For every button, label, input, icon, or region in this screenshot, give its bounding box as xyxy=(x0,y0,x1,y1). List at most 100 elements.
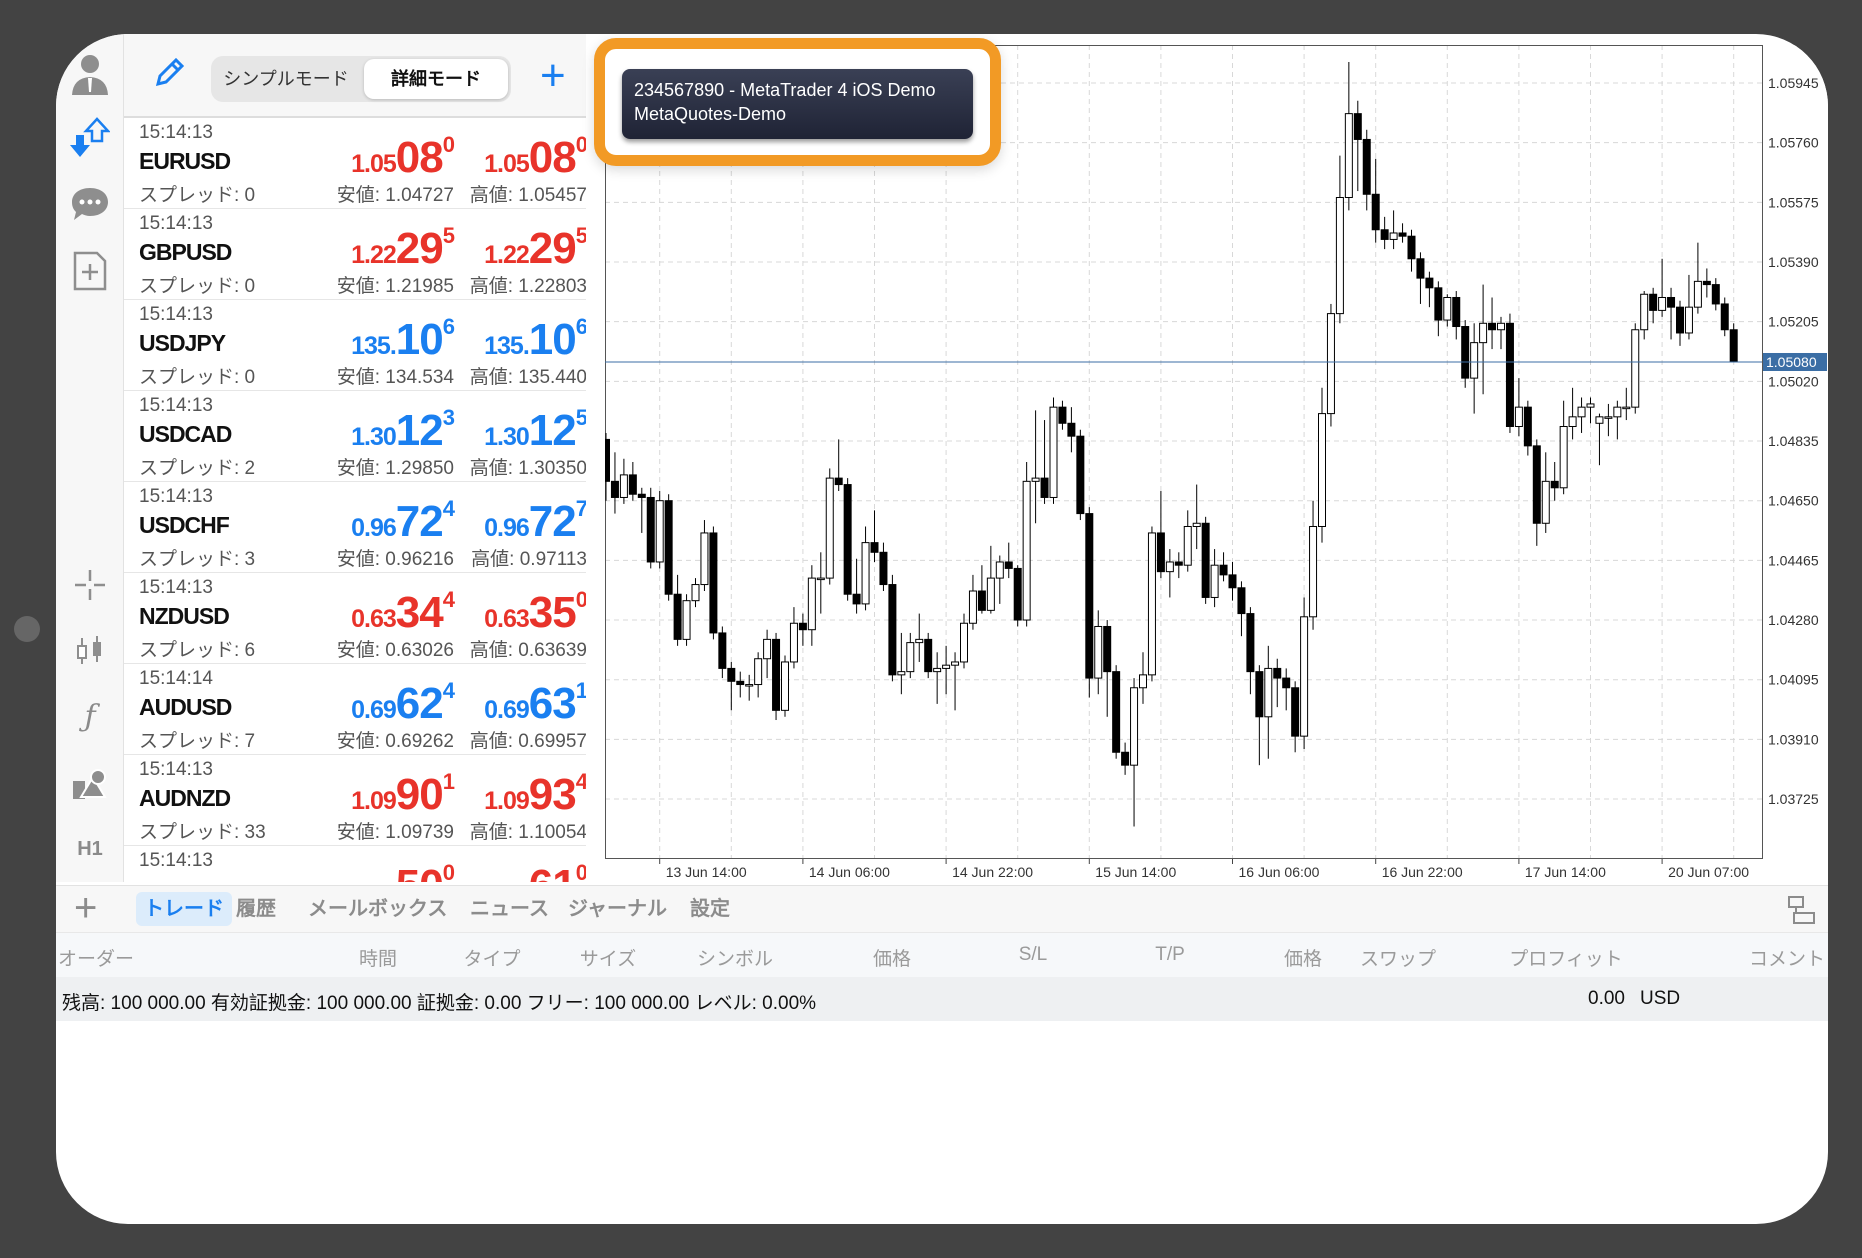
add-symbol-button[interactable]: + xyxy=(540,51,566,100)
ask-price-prefix: 0.69 xyxy=(484,696,530,724)
candle-bear xyxy=(664,500,673,595)
quote-time: 15:14:13 xyxy=(139,304,213,325)
quote-spread: スプレッド: 0 xyxy=(139,367,256,388)
candle-bull xyxy=(1613,406,1622,418)
ask-price[interactable]: 0.63350 xyxy=(484,587,586,638)
price-chart[interactable]: 1.05945 1.05760 1.05575 1.05390 1.05205 1.050… xyxy=(602,45,1828,882)
quote-low: 安値: 1.09739 xyxy=(336,822,454,843)
bid-price[interactable]: 1.30123 xyxy=(351,405,455,456)
tab-5[interactable]: 設定 xyxy=(690,898,730,920)
new-document-icon[interactable] xyxy=(68,249,112,293)
ask-price[interactable]: 135.106 xyxy=(484,314,586,365)
candle-bear xyxy=(1201,522,1210,598)
bid-price[interactable]: 1.22295 xyxy=(351,223,455,274)
x-tick-label: 15 Jun 14:00 xyxy=(1095,864,1176,880)
candle-bull xyxy=(789,622,798,663)
bid-price-prefix: 0.96 xyxy=(351,514,397,542)
column-header[interactable]: 時間 xyxy=(358,949,398,970)
bid-price[interactable]: 0.96724 xyxy=(351,496,455,547)
candle-bear xyxy=(1067,422,1076,437)
column-header[interactable]: オーダー xyxy=(58,949,135,970)
candle-bear xyxy=(727,667,736,682)
chat-icon[interactable] xyxy=(68,182,112,226)
trade-arrows-icon[interactable] xyxy=(68,117,112,161)
candle-bear xyxy=(977,590,986,611)
column-header[interactable]: T/P xyxy=(1155,944,1185,965)
quote-row[interactable]: 15:14:13 EURUSD スプレッド: 0 1.05080 1.05080… xyxy=(124,118,586,209)
quote-spread: スプレッド: 7 xyxy=(139,731,256,752)
column-header[interactable]: S/L xyxy=(1018,944,1048,965)
y-tick-label: 1.04650 xyxy=(1768,493,1819,509)
quote-row[interactable]: 15:14:13 500 610 xyxy=(124,846,586,882)
candle-bear xyxy=(1532,445,1541,524)
candle-bear xyxy=(1667,296,1676,308)
candle-bear xyxy=(879,551,888,586)
ask-price-prefix: 1.30 xyxy=(484,423,530,451)
home-button[interactable] xyxy=(14,616,40,642)
bid-price[interactable]: 0.63344 xyxy=(351,587,455,638)
candle-bull xyxy=(1604,416,1613,419)
ask-price[interactable]: 1.30125 xyxy=(484,405,586,456)
edit-pencil-icon[interactable] xyxy=(152,56,186,95)
quote-row[interactable]: 15:14:13 NZDUSD スプレッド: 6 0.63344 0.63350… xyxy=(124,573,586,664)
candle-bear xyxy=(1371,193,1380,231)
tab-0[interactable]: トレード xyxy=(136,892,232,926)
quote-row[interactable]: 15:14:13 AUDNZD スプレッド: 33 1.09901 1.0993… xyxy=(124,755,586,846)
candle-bull xyxy=(1622,406,1631,410)
detail-mode-tab[interactable]: 詳細モード xyxy=(364,59,508,99)
bid-price[interactable]: 1.05080 xyxy=(351,132,455,183)
bid-price-fraction: 4 xyxy=(442,587,455,612)
bid-price[interactable]: 0.69624 xyxy=(351,678,455,729)
ask-price[interactable]: 1.05080 xyxy=(484,132,586,183)
quote-row[interactable]: 15:14:13 USDCAD スプレッド: 2 1.30123 1.30125… xyxy=(124,391,586,482)
tab-3[interactable]: ニュース xyxy=(470,898,549,920)
column-header[interactable]: タイプ xyxy=(463,949,521,970)
ask-price[interactable]: 1.22295 xyxy=(484,223,586,274)
column-header[interactable]: コメント xyxy=(1748,949,1826,970)
column-header[interactable]: スワップ xyxy=(1359,949,1437,970)
column-header[interactable]: プロフィット xyxy=(1509,949,1623,970)
ask-price[interactable]: 1.09934 xyxy=(484,769,586,820)
candle-bear xyxy=(610,480,619,498)
tab-2[interactable]: メールボックス xyxy=(308,898,448,920)
quote-row[interactable]: 15:14:14 AUDUSD スプレッド: 7 0.69624 0.69631… xyxy=(124,664,586,755)
quote-symbol: AUDUSD xyxy=(139,694,232,720)
ask-price[interactable]: 0.96727 xyxy=(484,496,586,547)
person-icon[interactable] xyxy=(68,52,112,96)
column-header[interactable]: シンボル xyxy=(696,949,774,970)
quote-high: 高値: 1.22803 xyxy=(469,276,586,297)
column-header[interactable]: サイズ xyxy=(579,949,637,970)
ask-price[interactable]: 0.69631 xyxy=(484,678,586,729)
column-header[interactable]: 価格 xyxy=(872,949,912,970)
y-tick-label: 1.04835 xyxy=(1768,433,1819,449)
crosshair-icon[interactable] xyxy=(68,563,112,607)
candle-bull xyxy=(1514,406,1523,428)
candle-bear xyxy=(1112,671,1121,753)
quote-row[interactable]: 15:14:13 USDCHF スプレッド: 3 0.96724 0.96727… xyxy=(124,482,586,573)
candlestick-icon[interactable] xyxy=(68,629,112,673)
tab-1[interactable]: 履歴 xyxy=(236,898,276,920)
timeframe-button[interactable]: H1 xyxy=(77,837,103,860)
objects-icon[interactable] xyxy=(68,762,112,806)
quote-row[interactable]: 15:14:13 GBPUSD スプレッド: 0 1.22295 1.22295… xyxy=(124,209,586,300)
candle-bear xyxy=(852,593,861,605)
function-icon[interactable]: ƒ xyxy=(84,698,96,734)
ask-price-fraction: 5 xyxy=(575,405,586,430)
candle-bear xyxy=(1649,293,1658,311)
add-order-button[interactable]: + xyxy=(74,886,98,930)
candle-bull xyxy=(700,532,709,586)
tab-4[interactable]: ジャーナル xyxy=(568,898,667,920)
quote-time: 15:14:13 xyxy=(139,850,213,871)
candlestick-chart[interactable]: 1.05945 1.05760 1.05575 1.05390 1.05205 1.050… xyxy=(602,45,1828,882)
layout-toggle-icon[interactable] xyxy=(1786,894,1818,931)
simple-mode-tab[interactable]: シンプルモード xyxy=(223,69,349,89)
bid-price[interactable]: 135.106 xyxy=(351,314,455,365)
candle-bull xyxy=(1165,561,1174,573)
candle-bear xyxy=(1720,303,1729,331)
quote-row[interactable]: 15:14:13 USDJPY スプレッド: 0 135.106 135.106… xyxy=(124,300,586,391)
candle-bear xyxy=(772,638,781,711)
bid-price[interactable]: 1.09901 xyxy=(351,769,455,820)
column-header[interactable]: 価格 xyxy=(1283,949,1323,970)
bid-price[interactable]: 500 xyxy=(396,860,455,882)
ask-price[interactable]: 610 xyxy=(529,860,586,882)
